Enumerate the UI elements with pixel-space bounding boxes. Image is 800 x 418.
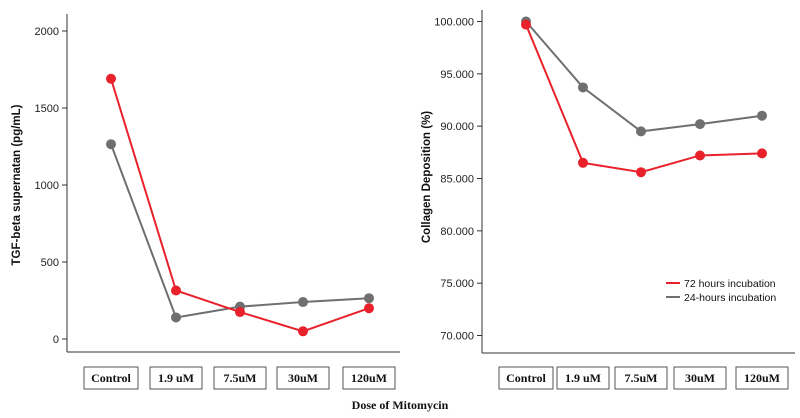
series-line-24h bbox=[110, 143, 370, 319]
y-axis-label: TGF-beta supernatan (pg/mL) bbox=[11, 104, 23, 265]
y-tick-label: 1500 bbox=[35, 103, 59, 115]
x-category-box bbox=[735, 366, 789, 390]
data-point-24h bbox=[106, 139, 116, 150]
y-tick-label: 500 bbox=[41, 257, 59, 269]
data-point-72h bbox=[636, 167, 646, 178]
series-line-72h bbox=[110, 78, 370, 333]
y-tick-label: 85.000 bbox=[440, 174, 474, 186]
chart-right-collagen: 70.000 75.000 80.000 85.000 90.000 95.000 100.… bbox=[421, 10, 795, 390]
y-tick-label: 0 bbox=[53, 334, 59, 346]
legend-label: 72 hours incubation bbox=[684, 278, 776, 290]
data-point-72h bbox=[695, 150, 705, 161]
x-category-box bbox=[556, 366, 610, 390]
data-point-72h bbox=[106, 73, 116, 84]
data-point-24h bbox=[578, 82, 588, 93]
x-tick-label: 120uM bbox=[351, 371, 387, 385]
x-tick-label: 30uM bbox=[685, 371, 715, 385]
x-category-box bbox=[83, 366, 139, 390]
x-tick-label: 30uM bbox=[288, 371, 318, 385]
y-tick-label: 2000 bbox=[35, 26, 59, 38]
x-tick-label: 7.5uM bbox=[625, 371, 658, 385]
x-category-box bbox=[673, 366, 727, 390]
x-category-box bbox=[213, 366, 267, 390]
data-point-72h bbox=[171, 285, 181, 296]
x-tick-label: Control bbox=[91, 371, 131, 385]
data-point-24h bbox=[298, 297, 308, 308]
x-tick-label: 120uM bbox=[744, 371, 780, 385]
series-line-24h bbox=[525, 20, 763, 133]
x-category-box bbox=[276, 366, 330, 390]
x-category-box bbox=[498, 366, 554, 390]
y-tick-label: 95.000 bbox=[440, 69, 474, 81]
x-tick-label: 1.9 uM bbox=[565, 371, 601, 385]
x-tick-label: Control bbox=[506, 371, 546, 385]
x-tick-label: 1.9 uM bbox=[158, 371, 194, 385]
y-tick-label: 100.000 bbox=[434, 17, 474, 29]
data-point-72h bbox=[757, 148, 767, 159]
series-line-72h bbox=[525, 24, 763, 174]
data-point-24h bbox=[695, 119, 705, 130]
data-point-72h bbox=[298, 326, 308, 337]
legend: 72 hours incubation 24-hours incubation bbox=[666, 278, 776, 304]
y-tick-label: 90.000 bbox=[440, 121, 474, 133]
legend-label: 24-hours incubation bbox=[684, 292, 776, 304]
x-category-box bbox=[342, 366, 396, 390]
data-point-72h bbox=[578, 157, 588, 168]
data-point-24h bbox=[757, 110, 767, 121]
x-tick-label: 7.5uM bbox=[224, 371, 257, 385]
data-point-72h bbox=[235, 307, 245, 318]
x-category-box bbox=[149, 366, 203, 390]
y-tick-label: 75.000 bbox=[440, 278, 474, 290]
x-axis-title: Dose of Mitomycin bbox=[351, 398, 449, 412]
chart-left-tgf-beta: 0 500 1000 1500 2000 TGF-beta supernatan (pg/… bbox=[11, 14, 400, 390]
y-tick-label: 80.000 bbox=[440, 226, 474, 238]
y-axis-label: Collagen Deposition (%) bbox=[421, 111, 433, 243]
data-point-72h bbox=[364, 303, 374, 314]
data-point-72h bbox=[521, 19, 531, 30]
data-point-24h bbox=[171, 312, 181, 323]
x-category-box bbox=[614, 366, 668, 390]
data-point-24h bbox=[636, 126, 646, 137]
y-tick-label: 70.000 bbox=[440, 331, 474, 343]
y-tick-label: 1000 bbox=[35, 180, 59, 192]
data-point-24h bbox=[364, 293, 374, 304]
